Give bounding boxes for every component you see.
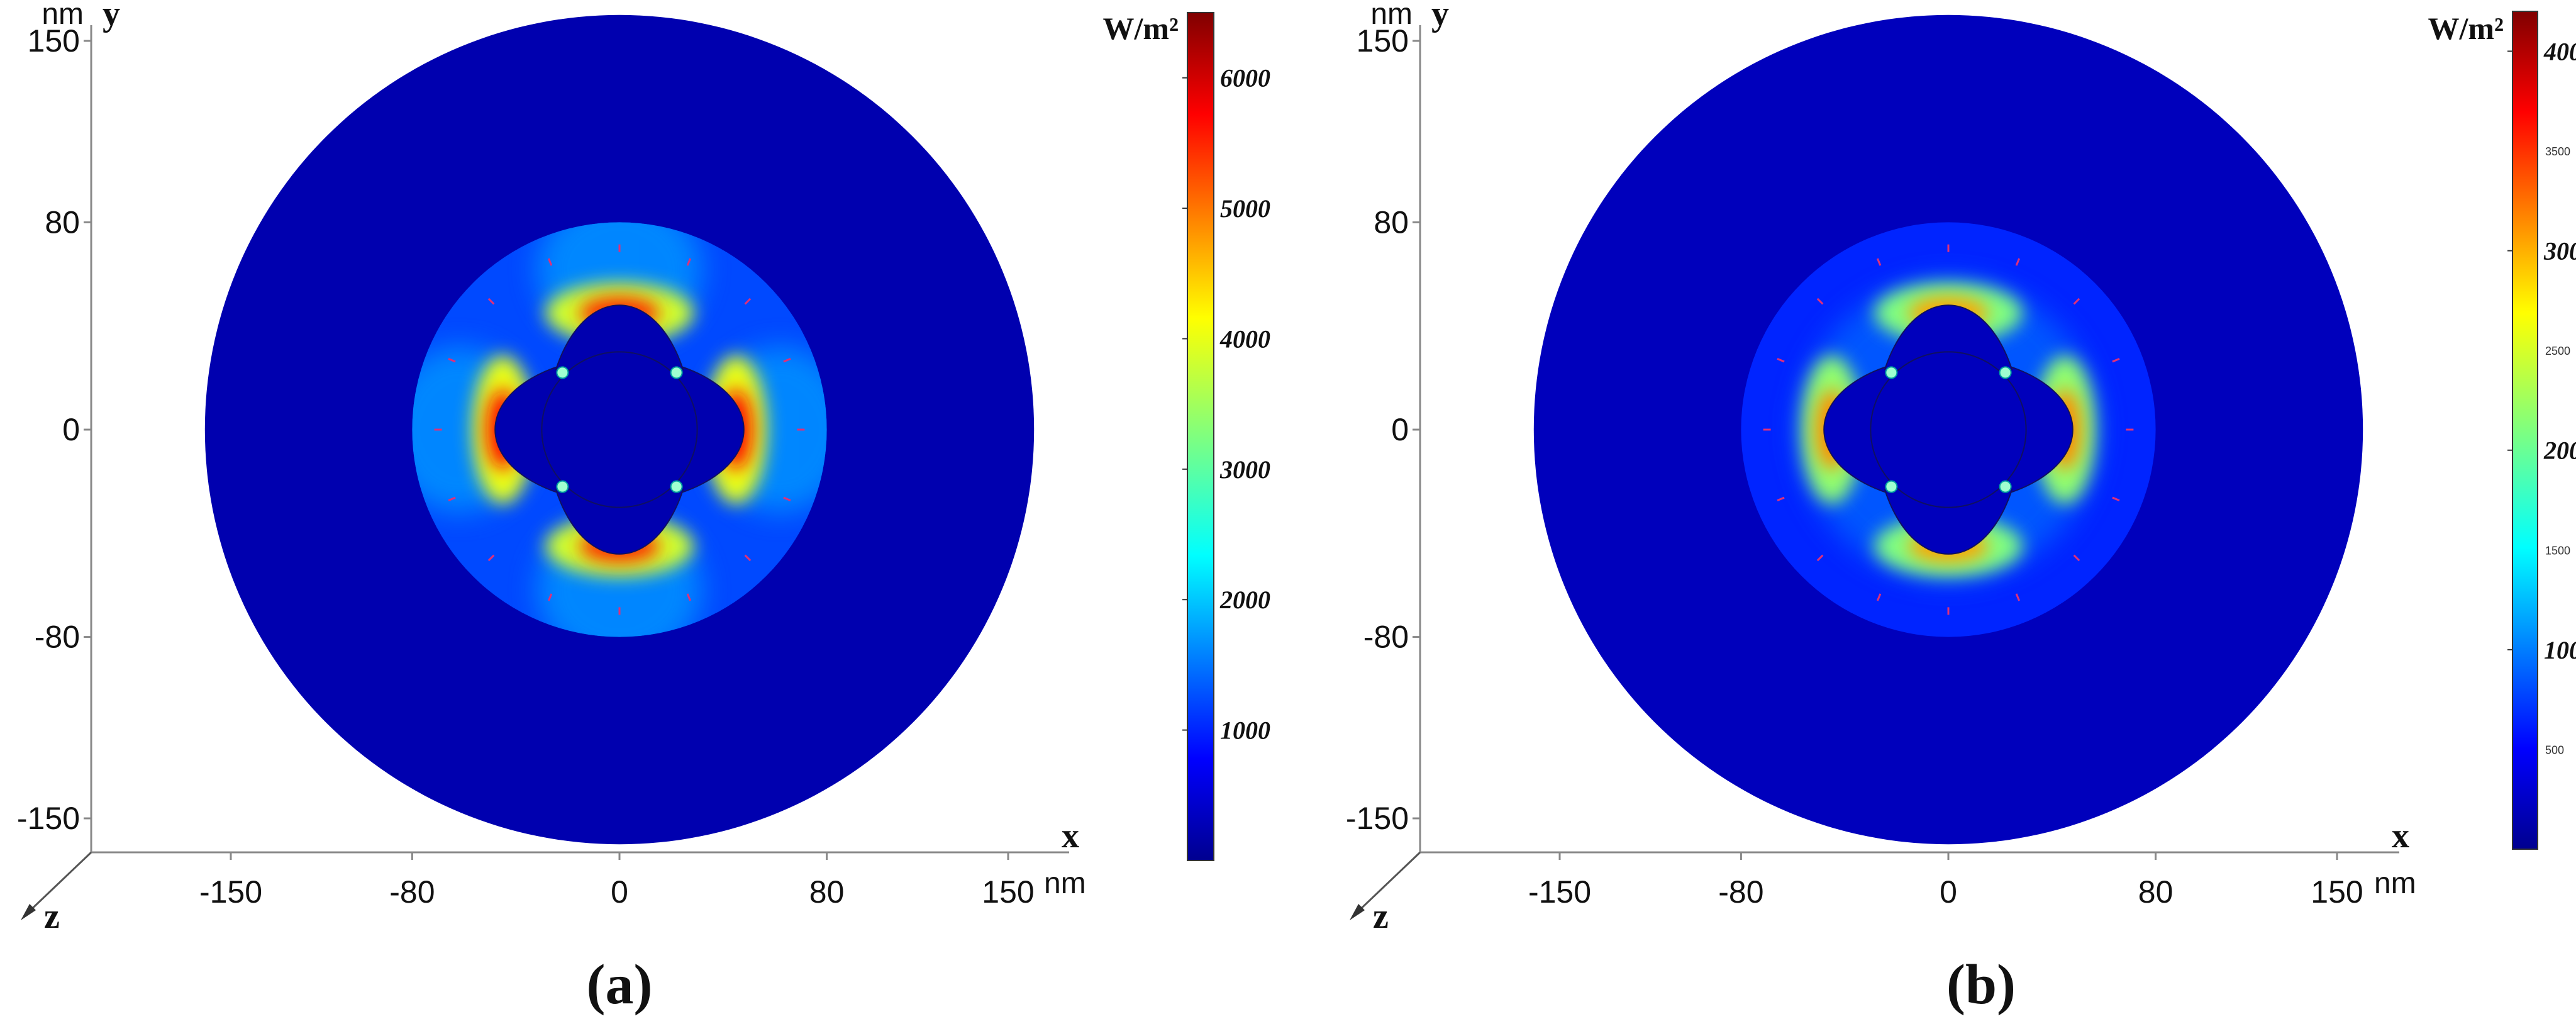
colorbar-tick-label: 3000 [1219,455,1270,484]
colorbar: 1000 2000 3000 4000 5000 6000 W/m² [1102,11,1270,861]
colorbar-tick-label: 4000 [2543,37,2576,65]
y-tick-label: 80 [1374,204,1409,240]
x-unit-label: nm [2374,867,2416,900]
colorbar-gradient [1187,12,1214,861]
y-tick-label: 80 [45,204,80,240]
panel-b: 150800-80-150-150-80080150nmyxnmz1000200… [1346,0,2576,1016]
x-axis-name: x [1062,816,1079,855]
field-arrows [434,244,805,615]
colorbar-minor-tick-label: 2500 [2545,345,2570,357]
colorbar-unit: W/m² [2428,11,2504,46]
colorbar-gradient [2512,11,2538,850]
colorbar: 1000 2000 3000 4000 500 1500 2500 3500 W/m² [2428,11,2576,850]
x-tick-label: -80 [389,874,435,910]
inner-core [494,304,745,555]
x-tick-label: 0 [611,874,628,910]
corner-dot [556,366,569,379]
colorbar-tick-label: 2000 [2543,437,2576,465]
y-tick-label: -150 [17,801,80,836]
x-tick-label: 0 [1940,874,1957,910]
x-tick-label: 80 [2138,874,2174,910]
y-unit-label: nm [42,0,84,31]
colorbar-tick-label: 4000 [1219,325,1270,353]
inner-core [1823,304,2074,555]
colorbar-unit: W/m² [1102,11,1179,46]
corner-dot [1885,366,1898,379]
y-tick-label: -80 [1363,620,1409,655]
x-axis-name: x [2392,816,2409,855]
x-tick-label: 150 [982,874,1034,910]
colorbar-tick-label: 1000 [1220,716,1270,745]
x-tick-label: 150 [2311,874,2363,910]
x-tick-label: -80 [1718,874,1763,910]
y-tick-label: 0 [62,412,80,447]
panel-caption: (a) [587,954,653,1016]
z-axis-name: z [44,897,60,936]
corner-dot [1885,480,1898,493]
z-axis-line [24,851,92,916]
x-tick-label: -150 [199,874,262,910]
z-arrow-icon [1350,904,1365,920]
colorbar-tick-label: 1000 [2544,636,2576,664]
y-tick-label: -80 [35,620,80,655]
colorbar-tick-label: 3000 [2543,237,2576,265]
x-tick-label: 80 [809,874,845,910]
field-arrows [1763,244,2134,615]
colorbar-minor-tick-label: 3500 [2545,145,2570,158]
colorbar-tick-label: 2000 [1219,586,1270,614]
z-axis-name: z [1373,897,1389,936]
colorbar-tick-label: 6000 [1220,64,1270,92]
y-tick-label: 0 [1391,412,1409,447]
corner-dot [670,480,683,493]
colorbar-minor-tick-label: 1500 [2545,544,2570,557]
z-arrow-icon [21,904,36,920]
x-tick-label: -150 [1528,874,1591,910]
z-axis-line [1353,851,1421,916]
y-tick-label: 150 [28,23,80,58]
y-unit-label: nm [1370,0,1413,31]
corner-dot [670,366,683,379]
corner-dot [1999,366,2012,379]
y-tick-label: 150 [1357,23,1409,58]
y-axis-name: y [1431,0,1449,33]
y-tick-label: -150 [1346,801,1409,836]
colorbar-minor-tick-label: 500 [2545,744,2564,756]
y-axis-name: y [103,0,120,33]
x-unit-label: nm [1044,867,1086,900]
corner-dot [556,480,569,493]
corner-dot [1999,480,2012,493]
panel-caption: (b) [1946,954,2016,1016]
colorbar-tick-label: 5000 [1220,194,1270,223]
